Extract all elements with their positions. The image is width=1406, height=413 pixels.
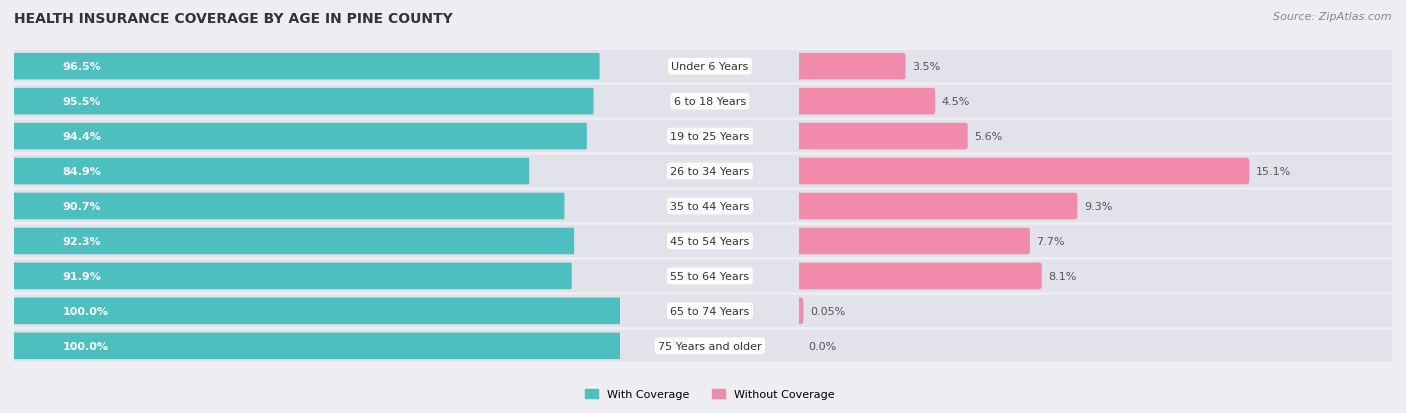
FancyBboxPatch shape [797, 190, 1395, 223]
Text: 92.3%: 92.3% [62, 236, 101, 247]
FancyBboxPatch shape [797, 225, 1395, 257]
Text: 95.5%: 95.5% [62, 97, 101, 107]
Text: 15.1%: 15.1% [1256, 166, 1291, 177]
Text: 90.7%: 90.7% [62, 202, 101, 211]
FancyBboxPatch shape [797, 193, 1077, 220]
Text: 5.6%: 5.6% [974, 132, 1002, 142]
FancyBboxPatch shape [797, 260, 1395, 292]
FancyBboxPatch shape [14, 298, 621, 324]
FancyBboxPatch shape [14, 193, 564, 220]
Text: 45 to 54 Years: 45 to 54 Years [671, 236, 749, 247]
Text: 8.1%: 8.1% [1049, 271, 1077, 281]
Text: 0.0%: 0.0% [808, 341, 837, 351]
FancyBboxPatch shape [14, 156, 621, 188]
FancyBboxPatch shape [14, 123, 586, 150]
FancyBboxPatch shape [797, 54, 905, 80]
Text: 4.5%: 4.5% [942, 97, 970, 107]
Text: 75 Years and older: 75 Years and older [658, 341, 762, 351]
FancyBboxPatch shape [606, 86, 814, 118]
Text: Source: ZipAtlas.com: Source: ZipAtlas.com [1274, 12, 1392, 22]
FancyBboxPatch shape [14, 330, 621, 362]
Text: 7.7%: 7.7% [1036, 236, 1064, 247]
FancyBboxPatch shape [14, 225, 621, 257]
FancyBboxPatch shape [797, 123, 967, 150]
FancyBboxPatch shape [606, 260, 814, 292]
FancyBboxPatch shape [797, 295, 1395, 327]
FancyBboxPatch shape [14, 89, 593, 115]
Text: 96.5%: 96.5% [62, 62, 101, 72]
Text: HEALTH INSURANCE COVERAGE BY AGE IN PINE COUNTY: HEALTH INSURANCE COVERAGE BY AGE IN PINE… [14, 12, 453, 26]
FancyBboxPatch shape [606, 330, 814, 362]
FancyBboxPatch shape [606, 225, 814, 257]
Text: 9.3%: 9.3% [1084, 202, 1112, 211]
FancyBboxPatch shape [797, 156, 1395, 188]
FancyBboxPatch shape [606, 121, 814, 153]
FancyBboxPatch shape [797, 158, 1249, 185]
Text: 19 to 25 Years: 19 to 25 Years [671, 132, 749, 142]
Text: 26 to 34 Years: 26 to 34 Years [671, 166, 749, 177]
Text: 0.05%: 0.05% [810, 306, 845, 316]
FancyBboxPatch shape [797, 298, 803, 324]
Text: 3.5%: 3.5% [912, 62, 941, 72]
Text: 100.0%: 100.0% [62, 306, 108, 316]
Text: Under 6 Years: Under 6 Years [671, 62, 748, 72]
FancyBboxPatch shape [797, 89, 935, 115]
Text: 35 to 44 Years: 35 to 44 Years [671, 202, 749, 211]
FancyBboxPatch shape [14, 228, 574, 255]
FancyBboxPatch shape [14, 295, 621, 327]
FancyBboxPatch shape [14, 121, 621, 153]
FancyBboxPatch shape [14, 54, 599, 80]
Text: 100.0%: 100.0% [62, 341, 108, 351]
FancyBboxPatch shape [14, 51, 621, 83]
FancyBboxPatch shape [606, 190, 814, 223]
FancyBboxPatch shape [606, 156, 814, 188]
FancyBboxPatch shape [797, 263, 1042, 290]
FancyBboxPatch shape [14, 333, 621, 359]
Text: 84.9%: 84.9% [62, 166, 101, 177]
FancyBboxPatch shape [606, 295, 814, 327]
FancyBboxPatch shape [797, 228, 1031, 255]
FancyBboxPatch shape [14, 158, 529, 185]
Text: 6 to 18 Years: 6 to 18 Years [673, 97, 747, 107]
FancyBboxPatch shape [14, 263, 572, 290]
FancyBboxPatch shape [14, 190, 621, 223]
FancyBboxPatch shape [797, 86, 1395, 118]
FancyBboxPatch shape [797, 121, 1395, 153]
FancyBboxPatch shape [14, 260, 621, 292]
Text: 91.9%: 91.9% [62, 271, 101, 281]
Text: 94.4%: 94.4% [62, 132, 101, 142]
Text: 65 to 74 Years: 65 to 74 Years [671, 306, 749, 316]
Text: 55 to 64 Years: 55 to 64 Years [671, 271, 749, 281]
FancyBboxPatch shape [797, 51, 1395, 83]
FancyBboxPatch shape [606, 51, 814, 83]
FancyBboxPatch shape [14, 86, 621, 118]
Legend: With Coverage, Without Coverage: With Coverage, Without Coverage [581, 385, 839, 404]
FancyBboxPatch shape [797, 330, 1395, 362]
